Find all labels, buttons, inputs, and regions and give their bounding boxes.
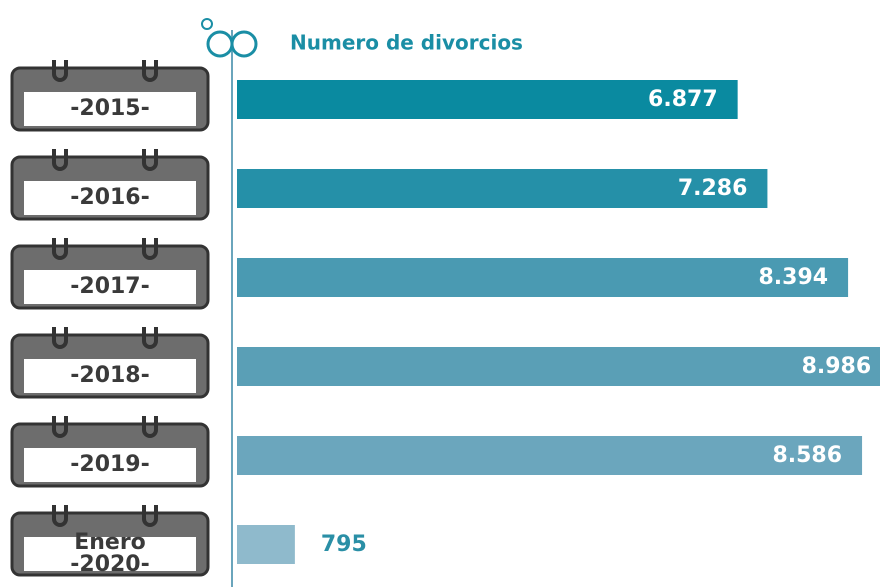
bar xyxy=(237,436,863,475)
bar xyxy=(237,525,295,564)
calendar-ring xyxy=(52,238,68,260)
value-label: 795 xyxy=(321,532,367,557)
value-label: 8.394 xyxy=(758,265,828,290)
calendar-ring xyxy=(142,238,158,260)
bar xyxy=(237,258,849,297)
bar xyxy=(237,80,738,119)
category-label: -2017- xyxy=(24,270,196,304)
calendar-ring xyxy=(142,60,158,82)
bar xyxy=(237,347,880,386)
bar xyxy=(237,169,768,208)
category-label: Enero -2020- xyxy=(24,532,196,576)
calendar-ring xyxy=(142,416,158,438)
calendar-ring xyxy=(142,505,158,527)
value-label: 8.586 xyxy=(772,443,842,468)
chart-title: Numero de divorcios xyxy=(290,31,523,55)
calendar-ring xyxy=(52,60,68,82)
calendar-ring xyxy=(52,149,68,171)
category-label: -2015- xyxy=(24,92,196,126)
value-label: 8.986 xyxy=(802,354,872,379)
value-label: 6.877 xyxy=(648,87,718,112)
calendar-ring xyxy=(52,327,68,349)
rings-icon xyxy=(201,18,258,58)
category-label: -2019- xyxy=(24,448,196,482)
category-label: -2016- xyxy=(24,181,196,215)
calendar-ring xyxy=(52,416,68,438)
value-label: 7.286 xyxy=(678,176,748,201)
calendar-ring xyxy=(52,505,68,527)
calendar-ring xyxy=(142,327,158,349)
calendar-ring xyxy=(142,149,158,171)
category-label: -2018- xyxy=(24,359,196,393)
